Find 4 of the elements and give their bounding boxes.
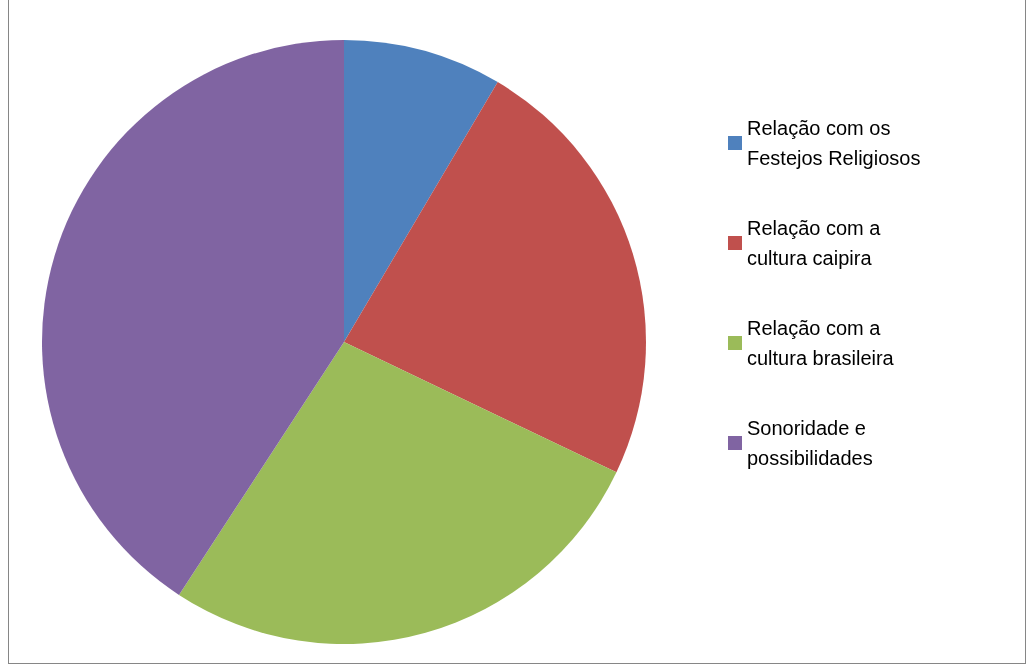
legend-label: Relação com a cultura brasileira (747, 317, 895, 369)
legend-label: Relação com os Festejos Religiosos (747, 117, 921, 169)
legend-label: Sonoridade e possibilidades (747, 417, 873, 469)
legend-label: Relação com a cultura caipira (747, 217, 886, 269)
